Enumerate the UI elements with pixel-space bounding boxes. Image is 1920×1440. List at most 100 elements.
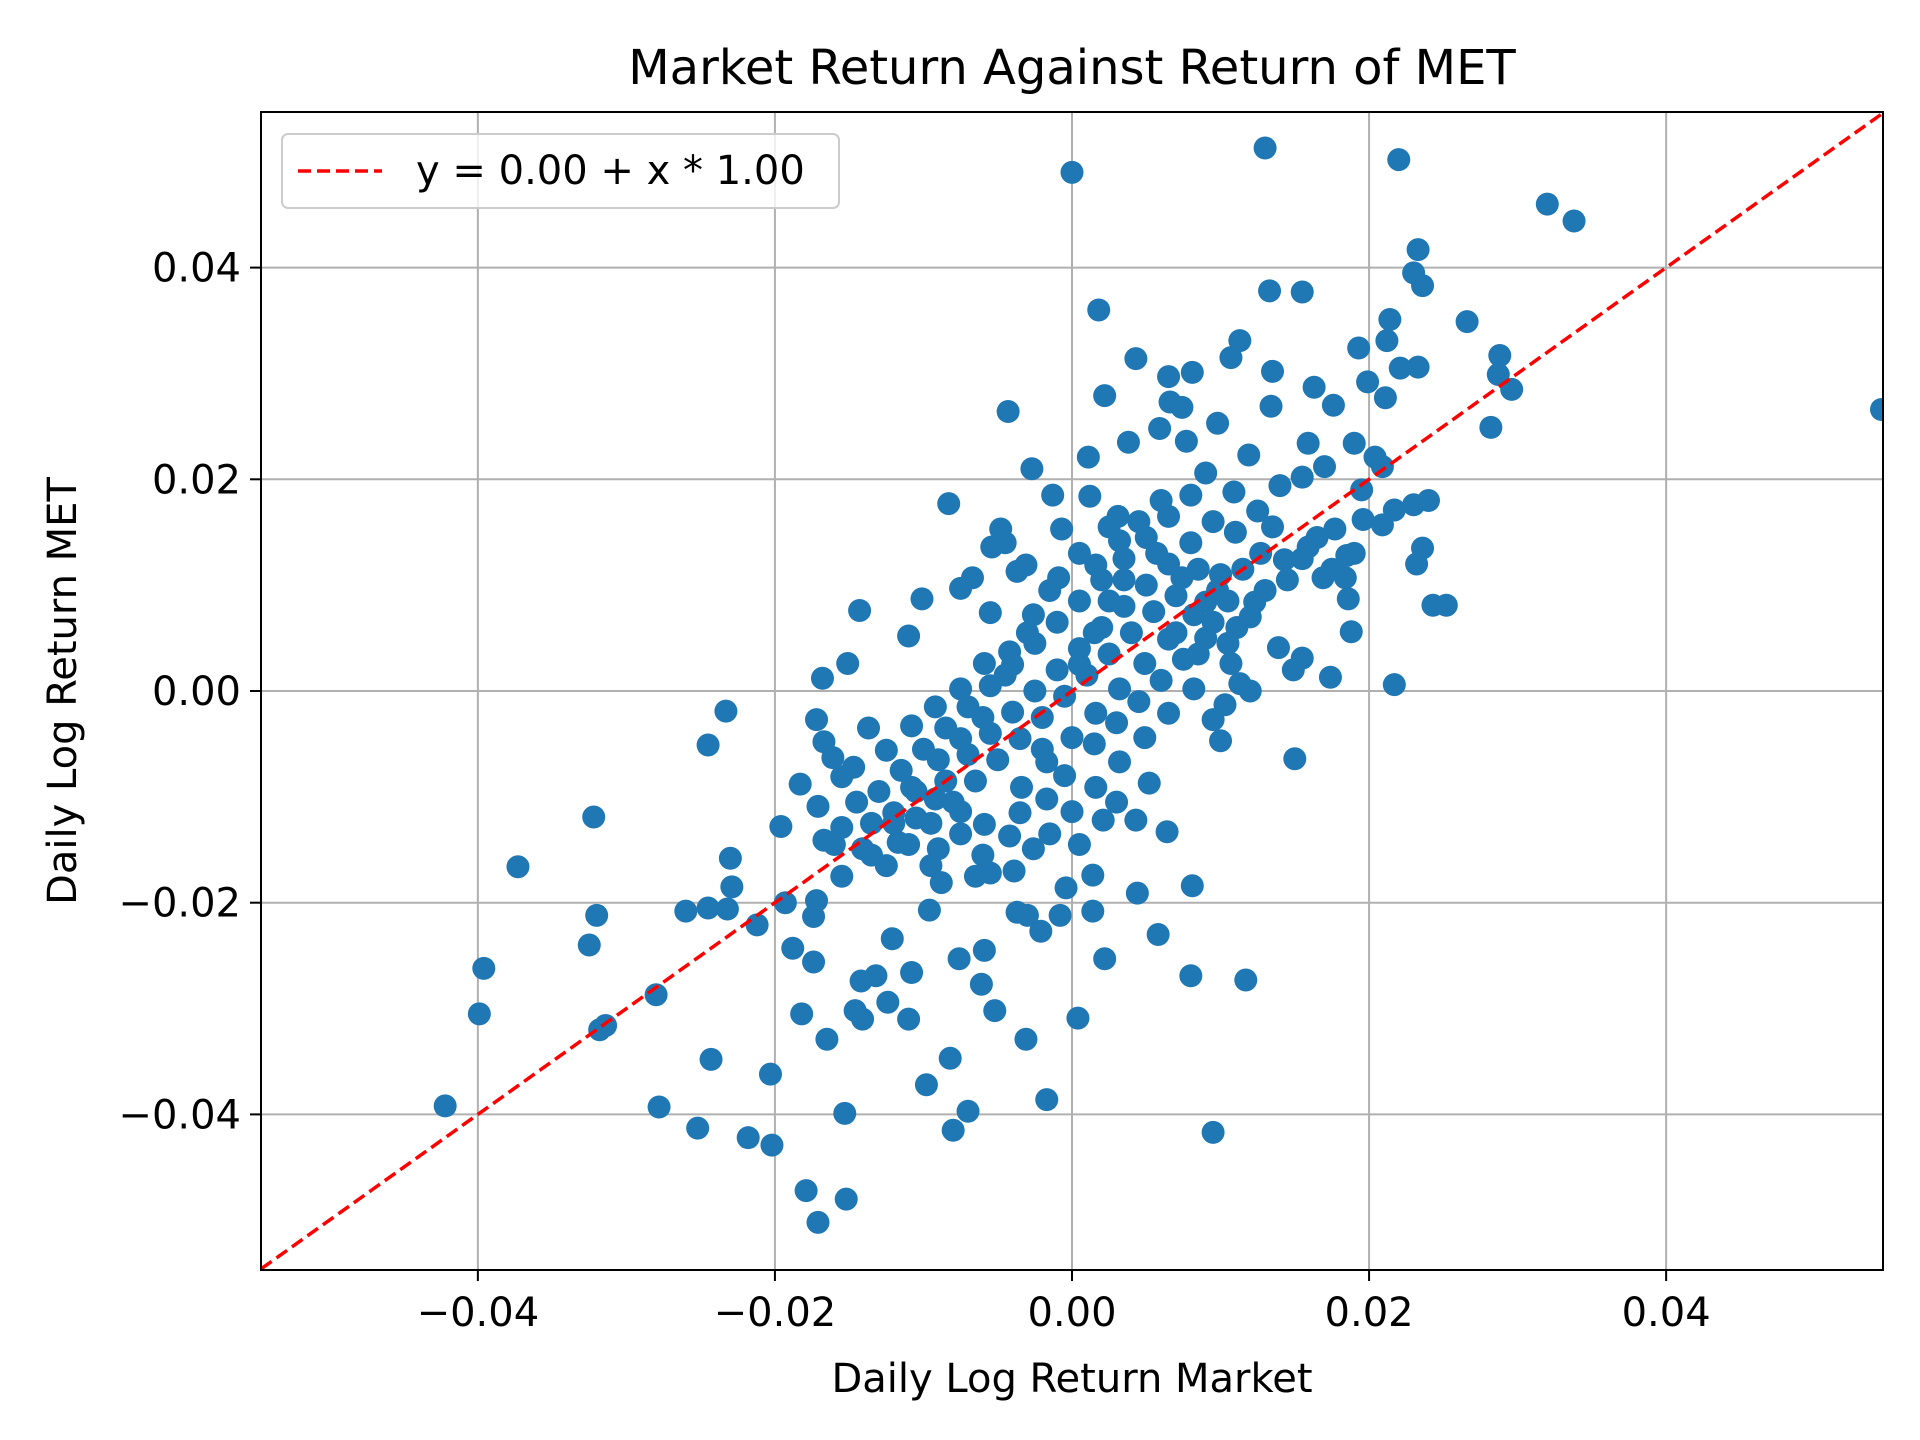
data-point — [1253, 578, 1277, 602]
chart-title: Market Return Against Return of MET — [628, 40, 1516, 96]
data-point — [1014, 1027, 1038, 1051]
data-point — [1479, 415, 1503, 439]
data-point — [1259, 394, 1283, 418]
data-point — [1228, 329, 1252, 353]
data-point — [949, 822, 973, 846]
x-tick-label: −0.04 — [417, 1290, 540, 1336]
data-point — [1356, 370, 1380, 394]
data-point — [851, 1007, 875, 1031]
data-point — [773, 891, 797, 915]
data-point — [1174, 429, 1198, 453]
grid — [261, 112, 1883, 1270]
data-point — [1283, 747, 1307, 771]
data-point — [1090, 568, 1114, 592]
data-point — [1164, 621, 1188, 645]
data-point — [472, 956, 496, 980]
data-point — [1201, 1120, 1225, 1144]
data-point — [1008, 801, 1032, 825]
data-point — [1067, 653, 1091, 677]
data-point — [1296, 431, 1320, 455]
data-point — [900, 714, 924, 738]
data-point — [1023, 679, 1047, 703]
y-tick-label: −0.02 — [118, 881, 241, 927]
data-point — [1108, 750, 1132, 774]
data-point — [1237, 443, 1261, 467]
data-point — [1258, 279, 1282, 303]
data-point — [1339, 620, 1363, 644]
data-point — [1194, 461, 1218, 485]
data-point — [1050, 517, 1074, 541]
data-point — [1133, 651, 1157, 675]
x-tick-label: 0.00 — [1027, 1290, 1116, 1336]
data-point — [1382, 673, 1406, 697]
data-point — [1290, 465, 1314, 489]
data-point — [963, 864, 987, 888]
x-tick-label: 0.02 — [1325, 1290, 1414, 1336]
data-point — [758, 1062, 782, 1086]
data-point — [805, 889, 829, 913]
data-point — [1157, 365, 1181, 389]
data-point — [815, 1027, 839, 1051]
data-point — [1014, 553, 1038, 577]
data-point — [864, 964, 888, 988]
data-point — [1388, 356, 1412, 380]
data-point — [1486, 363, 1510, 387]
data-point — [1157, 552, 1181, 576]
y-axis: −0.04 −0.02 0.00 0.02 0.04 — [118, 246, 261, 1138]
data-point — [1186, 642, 1210, 666]
data-point — [1045, 610, 1069, 634]
data-point — [1105, 711, 1129, 735]
data-point — [1097, 589, 1121, 613]
data-point — [971, 843, 995, 867]
data-point — [1281, 658, 1305, 682]
data-point — [812, 730, 836, 754]
data-point — [836, 651, 860, 675]
data-point — [1124, 808, 1148, 832]
data-point — [1137, 771, 1161, 795]
data-point — [1097, 515, 1121, 539]
data-point — [699, 1047, 723, 1071]
data-points — [433, 136, 1883, 1234]
data-point — [1001, 700, 1025, 724]
data-point — [1387, 148, 1411, 172]
data-point — [889, 758, 913, 782]
data-point — [1093, 384, 1117, 408]
data-point — [929, 871, 953, 895]
data-point — [1321, 393, 1345, 417]
data-point — [1378, 307, 1402, 331]
data-point — [1060, 726, 1084, 750]
data-point — [1164, 584, 1188, 608]
data-point — [1142, 600, 1166, 624]
data-point — [900, 961, 924, 985]
data-point — [769, 814, 793, 838]
data-point — [1112, 568, 1136, 592]
plot-area — [261, 112, 1883, 1270]
data-point — [926, 748, 950, 772]
data-point — [859, 843, 883, 867]
data-point — [506, 855, 530, 879]
data-point — [1076, 445, 1100, 469]
data-point — [1053, 684, 1077, 708]
data-point — [1351, 508, 1375, 532]
data-point — [919, 811, 943, 835]
data-point — [1009, 775, 1033, 799]
data-point — [1038, 822, 1062, 846]
data-point — [467, 1002, 491, 1026]
y-tick-label: −0.04 — [118, 1092, 241, 1138]
data-point — [718, 846, 742, 870]
data-point — [986, 748, 1010, 772]
data-point — [1455, 310, 1479, 334]
data-point — [1119, 621, 1143, 645]
data-point — [880, 927, 904, 951]
data-point — [715, 897, 739, 921]
data-point — [897, 832, 921, 856]
data-point — [806, 1210, 830, 1234]
data-point — [1053, 764, 1077, 788]
data-point — [674, 899, 698, 923]
data-point — [1313, 455, 1337, 479]
data-point — [1209, 729, 1233, 753]
data-point — [1067, 589, 1091, 613]
data-point — [647, 1095, 671, 1119]
data-point — [904, 780, 928, 804]
